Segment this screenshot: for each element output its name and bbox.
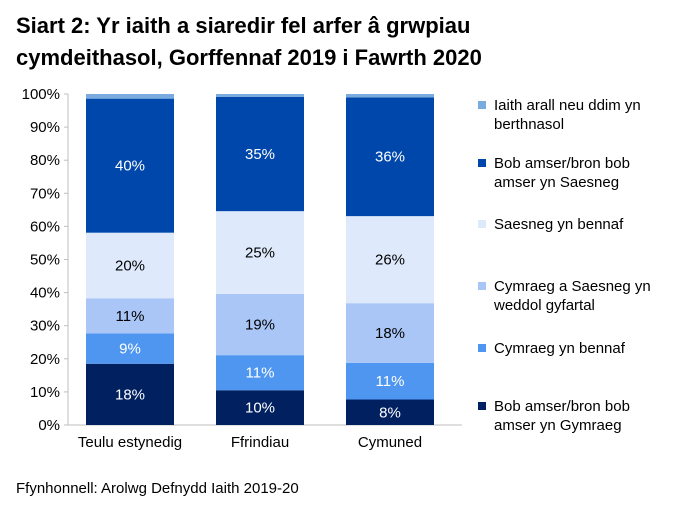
- x-tick-label: Cymuned: [358, 434, 422, 451]
- y-tick-label: 100%: [22, 86, 60, 103]
- chart-bars: [86, 94, 434, 425]
- bar-segment: [86, 298, 174, 334]
- data-label: 20%: [115, 257, 145, 274]
- data-label: 40%: [115, 158, 145, 175]
- legend-swatch: [478, 344, 486, 352]
- legend-label: Iaith arall neu ddim yn berthnasol: [494, 97, 641, 133]
- data-label: 11%: [376, 373, 405, 390]
- data-label: 25%: [245, 245, 275, 262]
- legend-swatch: [478, 402, 486, 410]
- data-label: 19%: [245, 317, 275, 334]
- legend-swatch: [478, 282, 486, 290]
- bar-segment: [216, 293, 304, 356]
- data-label: 18%: [115, 386, 145, 403]
- y-tick-label: 80%: [30, 152, 60, 169]
- y-tick-label: 70%: [30, 185, 60, 202]
- bar-segment: [346, 97, 434, 217]
- bar-segment: [86, 363, 174, 425]
- data-label: 11%: [116, 308, 145, 325]
- legend-swatch: [478, 220, 486, 228]
- stacked-bar-chart: 0% 10% 20% 30% 40% 50% 60% 70% 80% 90% 100% Teulu e…: [22, 86, 462, 451]
- bar-segment: [346, 362, 434, 400]
- legend-label: Cymraeg a Saesneg yn weddol gyfartal: [494, 278, 651, 314]
- data-label: 26%: [375, 252, 405, 269]
- bar-segment: [346, 303, 434, 363]
- bar-segment: [346, 94, 434, 98]
- bar-segment: [216, 96, 304, 212]
- bar-segment: [346, 399, 434, 425]
- y-tick-label: 90%: [30, 119, 60, 136]
- bar-segment: [86, 333, 174, 364]
- y-tick-label: 30%: [30, 318, 60, 335]
- bar-segment: [216, 94, 304, 97]
- data-label: 18%: [375, 325, 405, 342]
- y-tick-label: 40%: [30, 285, 60, 302]
- source-note: Ffynhonnell: Arolwg Defnydd Iaith 2019-2…: [16, 480, 299, 497]
- legend-swatch: [478, 101, 486, 109]
- chart-title-line-2: cymdeithasol, Gorffennaf 2019 i Fawrth 2…: [16, 45, 482, 70]
- data-label: 35%: [245, 146, 275, 163]
- data-label: 8%: [379, 404, 401, 421]
- chart-data-labels: 18% 9% 11% 20% 40% 10% 11% 19% 25% 35% 8% 11% 18% 26%…: [115, 146, 405, 421]
- legend-label: Bob amser/bron bob amser yn Saesneg: [494, 155, 630, 191]
- legend-label: Cymraeg yn bennaf: [494, 340, 625, 357]
- y-tick-label: 10%: [30, 384, 60, 401]
- legend-swatch: [478, 159, 486, 167]
- y-tick-label: 0%: [38, 417, 60, 434]
- data-label: 11%: [246, 365, 275, 382]
- data-label: 9%: [119, 341, 141, 358]
- x-tick-label: Ffrindiau: [231, 434, 289, 451]
- legend-label: Saesneg yn bennaf: [494, 216, 624, 233]
- chart-axes: 0% 10% 20% 30% 40% 50% 60% 70% 80% 90% 100% Teulu e…: [22, 86, 462, 451]
- data-label: 36%: [375, 149, 405, 166]
- bar-segment: [86, 98, 174, 233]
- y-tick-label: 20%: [30, 351, 60, 368]
- y-tick-label: 60%: [30, 218, 60, 235]
- legend-label: Bob amser/bron bob amser yn Gymraeg: [494, 398, 630, 434]
- bar-segment: [216, 390, 304, 425]
- bar-segment: [216, 211, 304, 294]
- chart-title: Siart 2: Yr iaith a siaredir fel arfer â…: [16, 10, 656, 74]
- bar-segment: [86, 232, 174, 299]
- data-label: 10%: [245, 400, 275, 417]
- y-tick-label: 50%: [30, 252, 60, 269]
- bar-segment: [216, 355, 304, 391]
- bar-segment: [346, 216, 434, 304]
- bar-segment: [86, 94, 174, 99]
- chart-title-line-1: Siart 2: Yr iaith a siaredir fel arfer â…: [16, 13, 471, 38]
- x-tick-label: Teulu estynedig: [78, 434, 182, 451]
